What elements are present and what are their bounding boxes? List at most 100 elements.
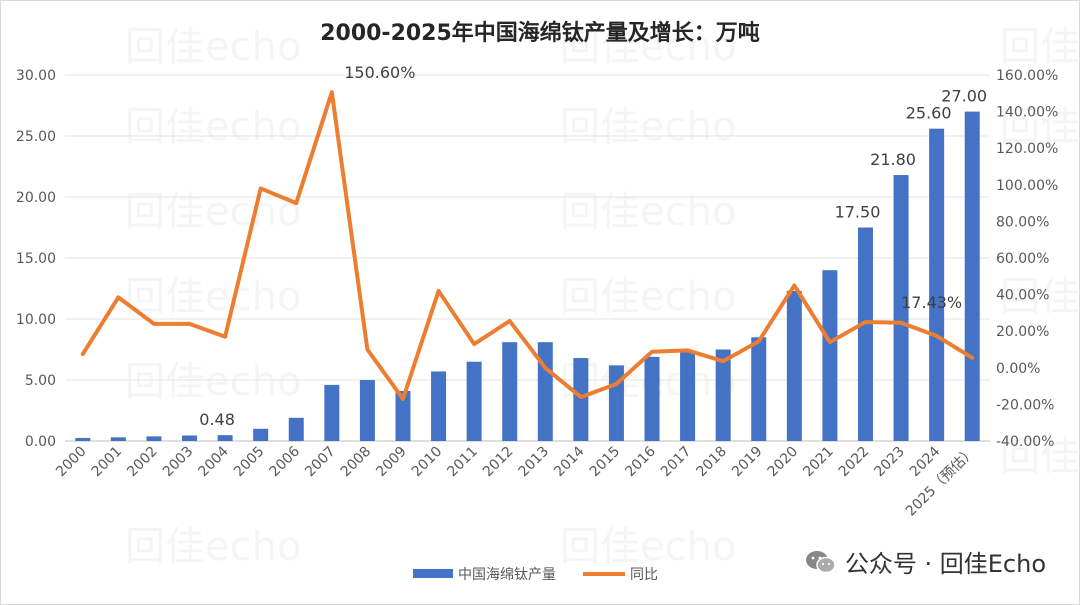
- x-tick-label: 2008: [338, 444, 375, 481]
- left-tick-label: 20.00: [16, 190, 56, 206]
- x-tick-label: 2007: [302, 444, 339, 481]
- bar-series: [75, 111, 980, 442]
- brand: 公众号 · 回佳Echo: [805, 544, 1046, 579]
- x-tick-label: 2022: [836, 444, 873, 481]
- legend-label: 中国海绵钛产量: [458, 566, 556, 583]
- chart-title: 2000-2025年中国海绵钛产量及增长：万吨: [320, 20, 760, 46]
- bar: [822, 270, 838, 441]
- bar: [893, 175, 909, 442]
- bar: [110, 437, 126, 441]
- right-tick-label: 0.00%: [996, 361, 1040, 377]
- right-tick-label: 160.00%: [996, 68, 1058, 84]
- left-tick-label: 5.00: [25, 373, 56, 389]
- watermark: 回佳echo: [1000, 24, 1080, 70]
- line-series: [80, 90, 975, 401]
- x-axis: 2000 2001 2002 2003 2004 2005 2006 2007 2008 2009…: [53, 443, 979, 519]
- right-tick-label: 120.00%: [996, 141, 1058, 157]
- bar: [359, 380, 375, 441]
- watermark: 回佳echo: [560, 524, 736, 570]
- right-axis: -40.00% -20.00% 0.00% 20.00% 40.00% 60.00% 80.…: [996, 68, 1058, 450]
- data-label: 17.50: [835, 203, 881, 222]
- legend-swatch-bar: [413, 569, 453, 578]
- data-label: 27.00: [941, 87, 987, 106]
- x-tick-label: 2005: [231, 444, 268, 481]
- x-tick-label: 2021: [800, 444, 837, 481]
- bar: [75, 437, 91, 441]
- bar: [182, 435, 198, 441]
- x-tick-label: 2012: [480, 444, 517, 481]
- x-tick-label: 2006: [267, 443, 304, 480]
- watermark: 回佳echo: [125, 24, 301, 70]
- x-tick-label: 2019: [729, 444, 766, 481]
- left-axis: 0.00 5.00 10.00 15.00 20.00 25.00 30.00: [16, 68, 56, 450]
- bar: [502, 342, 518, 441]
- data-label: 21.80: [870, 150, 916, 169]
- left-tick-label: 0.00: [25, 434, 56, 450]
- data-label: 17.43%: [901, 293, 962, 312]
- yoy-line: [80, 90, 975, 401]
- bar: [715, 349, 731, 441]
- bar: [751, 337, 767, 441]
- bar: [680, 351, 696, 441]
- bar: [431, 371, 447, 441]
- x-tick-label: 2020: [765, 444, 802, 481]
- brand-text: 公众号 · 回佳Echo: [844, 550, 1046, 578]
- watermark: 回佳echo: [125, 524, 301, 570]
- x-tick-label: 2010: [409, 444, 446, 481]
- x-tick-label: 2015: [587, 444, 624, 481]
- right-tick-label: -40.00%: [996, 434, 1054, 450]
- bar: [786, 290, 802, 441]
- left-tick-label: 10.00: [16, 312, 56, 328]
- bar: [217, 435, 233, 441]
- legend: 中国海绵钛产量 同比: [413, 566, 658, 583]
- left-tick-label: 25.00: [16, 129, 56, 145]
- watermark: 回佳echo: [560, 189, 736, 235]
- right-tick-label: 140.00%: [996, 105, 1058, 121]
- right-tick-label: 20.00%: [996, 324, 1049, 340]
- bar: [537, 342, 553, 441]
- x-tick-label: 2011: [444, 444, 481, 481]
- right-tick-label: -20.00%: [996, 397, 1054, 413]
- x-tick-label: 2017: [658, 444, 695, 481]
- x-tick-label: 2009: [373, 444, 410, 481]
- bar: [573, 358, 589, 441]
- bar: [146, 436, 162, 441]
- right-tick-label: 60.00%: [996, 251, 1049, 267]
- watermark: 回佳echo: [560, 274, 736, 320]
- data-label: 25.60: [906, 104, 952, 123]
- wechat-icon: [805, 550, 836, 573]
- watermark: 回佳echo: [125, 104, 301, 150]
- x-tick-label: 2002: [124, 444, 161, 481]
- bar: [395, 390, 411, 441]
- x-tick-label: 2018: [693, 444, 730, 481]
- bar: [929, 128, 945, 441]
- bar: [964, 111, 980, 441]
- watermark: 回佳echo: [560, 104, 736, 150]
- data-label: 150.60%: [344, 63, 415, 82]
- watermark: 回佳echo: [125, 359, 301, 405]
- bar: [644, 356, 660, 441]
- right-tick-label: 100.00%: [996, 178, 1058, 194]
- bar: [466, 361, 482, 441]
- bar: [288, 417, 304, 441]
- x-tick-label: 2013: [516, 444, 553, 481]
- x-tick-label: 2003: [160, 444, 197, 481]
- x-tick-label: 2001: [89, 444, 126, 481]
- x-tick-label: 2000: [53, 444, 90, 481]
- legend-label: 同比: [630, 567, 658, 583]
- left-tick-label: 15.00: [16, 251, 56, 267]
- watermark: 回佳echo: [125, 274, 301, 320]
- right-tick-label: 40.00%: [996, 288, 1049, 304]
- bar: [857, 227, 873, 441]
- x-tick-label: 2014: [551, 443, 588, 480]
- x-tick-label: 2004: [195, 443, 232, 480]
- data-label: 0.48: [199, 410, 235, 429]
- x-tick-label: 2016: [622, 443, 659, 480]
- bar: [253, 428, 269, 441]
- right-tick-label: 80.00%: [996, 214, 1049, 230]
- bar: [324, 384, 340, 441]
- left-tick-label: 30.00: [16, 68, 56, 84]
- x-tick-label: 2023: [871, 444, 908, 481]
